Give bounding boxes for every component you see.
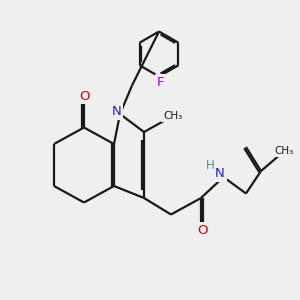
Text: F: F — [157, 76, 164, 89]
Text: CH₃: CH₃ — [275, 146, 294, 156]
Text: H: H — [206, 159, 214, 172]
Text: N: N — [215, 167, 225, 180]
Text: CH₃: CH₃ — [163, 110, 182, 121]
Text: N: N — [112, 105, 121, 118]
Text: O: O — [197, 224, 208, 237]
Text: O: O — [79, 89, 89, 103]
